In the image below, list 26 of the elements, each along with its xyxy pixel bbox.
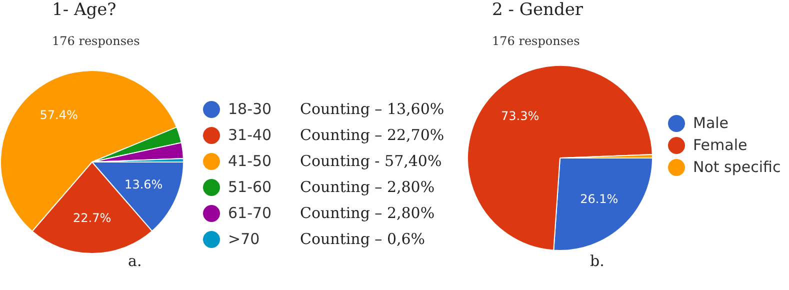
chart-title: 1- Age? [52,0,116,20]
legend-label: Not specific [693,158,782,176]
chart-subtitle: 176 responses [52,34,140,48]
data-label: 73.3% [501,108,540,123]
text: a. [128,252,142,270]
text: Counting – 2,80% [300,204,435,222]
data-label: 57.4% [40,108,78,122]
text: Counting – 22,70% [300,126,444,144]
data-label: 13.6% [124,178,163,192]
legend-label: 18-30 [228,100,273,118]
legend-label: >70 [228,230,261,248]
legend-label: Female [693,136,748,154]
text: Counting – 2,80% [300,178,435,196]
legend-label: 61-70 [228,204,273,222]
data-label: 22.7% [73,210,112,225]
chart-subtitle: 176 responses [492,34,580,48]
text: Counting – 13,60% [300,100,444,118]
text: Counting - 57,40% [300,152,442,170]
legend-label: Male [693,114,730,132]
text: b. [590,252,604,270]
legend-label: 41-50 [228,152,273,170]
chart-title: 2 - Gender [492,0,584,20]
legend-label: 31-40 [228,126,273,144]
data-label: 26.1% [580,192,618,206]
legend-label: 51-60 [228,178,273,196]
text: Counting – 0,6% [300,230,426,248]
